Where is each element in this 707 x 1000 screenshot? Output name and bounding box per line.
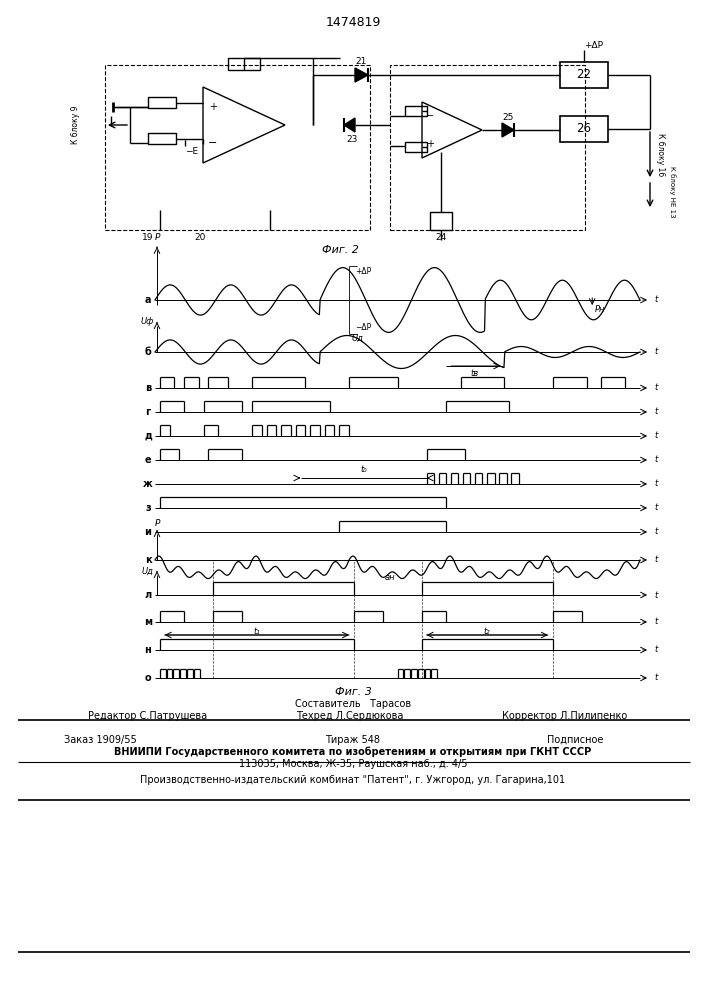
Text: Составитель   Тарасов: Составитель Тарасов xyxy=(295,699,411,709)
Text: Pн: Pн xyxy=(595,306,605,314)
Text: −: − xyxy=(209,138,218,148)
Text: в: в xyxy=(145,383,151,393)
Text: Uд: Uд xyxy=(141,566,153,576)
Text: 113035, Москва, Ж-35, Раушская наб., д. 4/5: 113035, Москва, Ж-35, Раушская наб., д. … xyxy=(239,759,467,769)
Text: д: д xyxy=(144,431,152,441)
Text: 22: 22 xyxy=(576,68,592,82)
Text: t: t xyxy=(655,408,658,416)
Text: −Е: −Е xyxy=(185,147,199,156)
Text: t: t xyxy=(655,296,658,304)
Text: +: + xyxy=(426,139,434,149)
Bar xyxy=(228,58,260,70)
Text: t: t xyxy=(655,646,658,654)
Text: Подписное: Подписное xyxy=(547,735,603,745)
Text: л: л xyxy=(144,590,151,600)
Polygon shape xyxy=(502,123,514,137)
Text: б: б xyxy=(145,347,151,357)
Bar xyxy=(560,62,608,88)
Text: aн: aн xyxy=(385,574,395,582)
Polygon shape xyxy=(355,68,368,82)
Text: t: t xyxy=(655,432,658,440)
Bar xyxy=(405,106,427,116)
Text: t₀: t₀ xyxy=(361,466,367,475)
Bar xyxy=(105,65,370,230)
Bar xyxy=(405,142,427,152)
Text: P: P xyxy=(154,520,160,528)
Polygon shape xyxy=(344,118,355,132)
Text: К блоку 16: К блоку 16 xyxy=(655,133,665,177)
Text: +: + xyxy=(209,102,217,112)
Text: Производственно-издательский комбинат "Патент", г. Ужгород, ул. Гагарина,101: Производственно-издательский комбинат "П… xyxy=(141,775,566,785)
Text: t: t xyxy=(655,556,658,564)
Text: t: t xyxy=(655,590,658,599)
Text: P: P xyxy=(154,233,160,242)
Text: Заказ 1909/55: Заказ 1909/55 xyxy=(64,735,136,745)
Text: Фиг. 2: Фиг. 2 xyxy=(322,245,358,255)
Text: к: к xyxy=(145,555,151,565)
Text: е: е xyxy=(145,455,151,465)
Text: 21: 21 xyxy=(356,57,367,66)
Text: Uф: Uф xyxy=(141,318,153,326)
Text: t₁: t₁ xyxy=(254,628,260,637)
Text: 23: 23 xyxy=(346,134,358,143)
Text: 24: 24 xyxy=(436,233,447,242)
Text: Uд: Uд xyxy=(351,334,363,342)
Bar xyxy=(148,97,176,108)
Text: ВНИИПИ Государственного комитета по изобретениям и открытиям при ГКНТ СССР: ВНИИПИ Государственного комитета по изоб… xyxy=(115,747,592,757)
Text: К блоку 9: К блоку 9 xyxy=(71,106,79,144)
Text: +ΔP: +ΔP xyxy=(585,41,604,50)
Bar xyxy=(430,212,452,230)
Text: t₂: t₂ xyxy=(484,628,491,637)
Bar xyxy=(390,65,585,230)
Text: Техред Л.Сердюкова: Техред Л.Сердюкова xyxy=(296,711,404,721)
Text: +ΔP: +ΔP xyxy=(355,267,371,276)
Text: t: t xyxy=(655,504,658,512)
Bar xyxy=(560,116,608,142)
Text: К блоку НЕ 13: К блоку НЕ 13 xyxy=(669,166,675,218)
Text: t: t xyxy=(655,674,658,682)
Text: Корректор Л.Пилипенко: Корректор Л.Пилипенко xyxy=(503,711,628,721)
Text: −: − xyxy=(426,111,434,121)
Text: ж: ж xyxy=(143,479,153,489)
Text: tв: tв xyxy=(471,369,479,378)
Text: 20: 20 xyxy=(194,233,206,242)
Text: t: t xyxy=(655,480,658,488)
Text: 26: 26 xyxy=(576,122,592,135)
Text: и: и xyxy=(144,527,151,537)
Text: t: t xyxy=(655,383,658,392)
Text: Тираж 548: Тираж 548 xyxy=(325,735,380,745)
Text: t: t xyxy=(655,348,658,357)
Text: t: t xyxy=(655,617,658,626)
Text: а: а xyxy=(145,295,151,305)
Text: з: з xyxy=(145,503,151,513)
Text: о: о xyxy=(145,673,151,683)
Text: г: г xyxy=(146,407,151,417)
Text: t: t xyxy=(655,528,658,536)
Text: 25: 25 xyxy=(502,112,514,121)
Text: м: м xyxy=(144,617,152,627)
Bar xyxy=(148,133,176,144)
Text: Фиг. 3: Фиг. 3 xyxy=(334,687,371,697)
Text: −ΔP: −ΔP xyxy=(355,324,371,332)
Text: Редактор С.Патрушева: Редактор С.Патрушева xyxy=(88,711,208,721)
Text: н: н xyxy=(144,645,151,655)
Text: 19: 19 xyxy=(142,233,153,242)
Text: t: t xyxy=(655,456,658,464)
Text: 1474819: 1474819 xyxy=(325,15,380,28)
